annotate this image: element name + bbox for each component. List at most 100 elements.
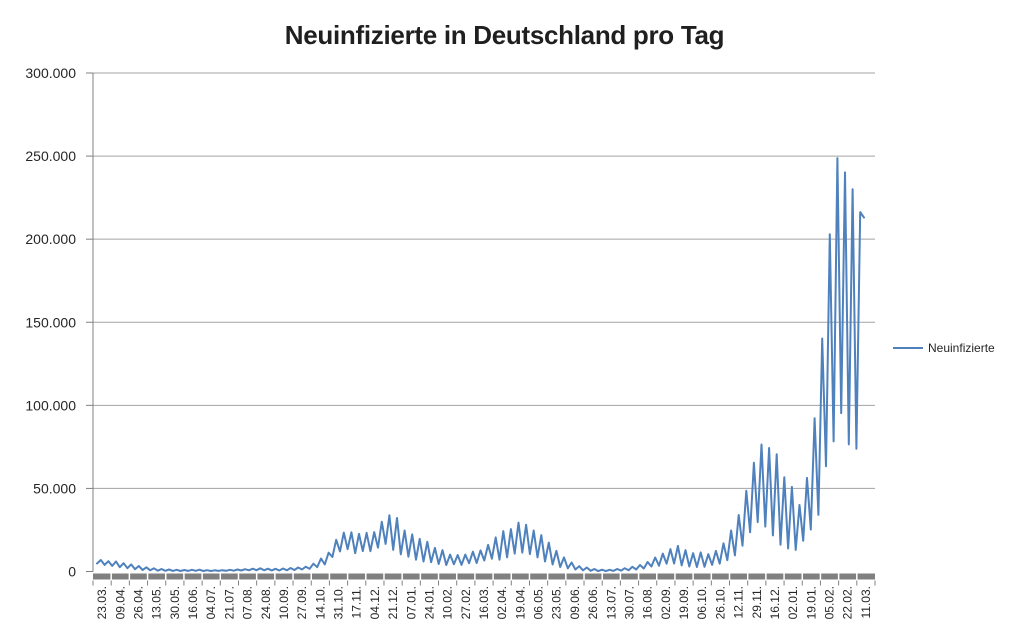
- x-axis-band-gap: [801, 573, 804, 580]
- x-axis-band-gap: [510, 573, 513, 580]
- x-tick-label: 06.10.: [695, 586, 709, 619]
- x-axis-band-gap: [219, 573, 222, 580]
- x-axis-band-gap: [565, 573, 567, 580]
- y-tick-label: 100.000: [25, 397, 76, 413]
- x-axis-band-gap: [474, 573, 476, 580]
- x-axis-band-gap: [583, 573, 585, 580]
- x-axis-band-gap: [292, 573, 294, 580]
- x-tick-label: 26.10.: [713, 586, 727, 619]
- x-axis-band-gap: [328, 573, 331, 580]
- x-axis-band-gap: [383, 573, 385, 580]
- x-tick-label: 19.01.: [804, 586, 818, 619]
- x-axis-band-gap: [728, 573, 731, 580]
- x-axis-band-gap: [237, 573, 240, 580]
- x-tick-label: 29.11.: [750, 586, 764, 618]
- x-tick-label: 27.09.: [295, 586, 309, 619]
- x-tick-label: 11.03.: [859, 586, 873, 618]
- x-tick-label: 16.03.: [477, 586, 491, 619]
- x-tick-label: 06.05.: [532, 586, 546, 619]
- x-tick-label: 23.05.: [550, 586, 564, 619]
- y-tick-label: 250.000: [25, 148, 76, 164]
- x-tick-label: 14.10.: [313, 586, 327, 619]
- x-tick-label: 24.08.: [259, 586, 273, 619]
- x-axis-band-gap: [146, 573, 149, 580]
- x-tick-label: 19.04.: [513, 586, 527, 619]
- x-tick-label: 07.01.: [404, 586, 418, 619]
- x-axis-band-gap: [346, 573, 349, 580]
- x-tick-label: 02.09.: [659, 586, 673, 619]
- x-tick-label: 13.07.: [604, 586, 618, 619]
- x-tick-label: 16.08.: [641, 586, 655, 619]
- x-tick-label: 26.04.: [132, 586, 146, 619]
- series-line-neuinfizierte[interactable]: [96, 157, 865, 573]
- x-axis-band-gap: [437, 573, 440, 580]
- y-tick-label: 200.000: [25, 231, 76, 247]
- x-axis-band-gap: [201, 573, 203, 580]
- x-axis-band-gap: [546, 573, 549, 580]
- x-tick-label: 27.02.: [459, 586, 473, 619]
- x-axis-band-gap: [255, 573, 258, 580]
- x-axis-band-gap: [365, 573, 367, 580]
- x-tick-label: 16.12.: [768, 586, 782, 619]
- x-tick-label: 21.12.: [386, 586, 400, 619]
- x-tick-label: 02.04.: [495, 586, 509, 619]
- legend[interactable]: Neuinfizierte: [893, 341, 995, 355]
- x-tick-label: 19.09.: [677, 586, 691, 619]
- x-axis-band-gap: [528, 573, 531, 580]
- x-tick-label: 17.11.: [350, 586, 364, 618]
- legend-label: Neuinfizierte: [928, 341, 995, 355]
- x-axis-band-gap: [183, 573, 185, 580]
- y-tick-label: 150.000: [25, 314, 76, 330]
- x-tick-label: 30.05.: [168, 586, 182, 619]
- x-axis-band-gap: [765, 573, 767, 580]
- x-tick-label: 23.03.: [95, 586, 109, 619]
- x-tick-label: 21.07.: [222, 586, 236, 619]
- x-tick-label: 07.08.: [241, 586, 255, 619]
- x-axis-band-gap: [274, 573, 276, 580]
- x-tick-label: 09.06.: [568, 586, 582, 619]
- x-tick-label: 12.11.: [732, 586, 746, 618]
- x-axis-band-gap: [837, 573, 840, 580]
- y-tick-label: 300.000: [25, 65, 76, 81]
- x-tick-label: 24.01.: [422, 586, 436, 619]
- x-tick-label: 31.10.: [332, 586, 346, 619]
- x-tick-label: 04.07.: [204, 586, 218, 619]
- x-tick-label: 10.02.: [441, 586, 455, 619]
- x-axis-band-gap: [601, 573, 603, 580]
- x-tick-label: 10.09.: [277, 586, 291, 619]
- x-axis-band-gap: [783, 573, 785, 580]
- x-axis-band-gap: [110, 573, 112, 580]
- x-axis-band-gap: [619, 573, 622, 580]
- x-tick-label: 13.05.: [150, 586, 164, 619]
- x-axis-band-gap: [692, 573, 694, 580]
- x-tick-label: 02.01.: [786, 586, 800, 619]
- x-axis-band-gap: [674, 573, 676, 580]
- x-tick-label: 04.12.: [368, 586, 382, 619]
- x-axis-band-gap: [164, 573, 167, 580]
- y-tick-label: 50.000: [33, 480, 76, 496]
- chart-title[interactable]: Neuinfizierte in Deutschland pro Tag: [284, 20, 725, 50]
- x-tick-label: 16.06.: [186, 586, 200, 619]
- x-axis-band-gap: [637, 573, 640, 580]
- x-axis-band-gap: [492, 573, 494, 580]
- x-tick-label: 09.04.: [113, 586, 127, 619]
- y-tick-label: 0: [68, 564, 76, 580]
- x-axis-band-gap: [710, 573, 713, 580]
- x-tick-label: 22.02.: [841, 586, 855, 619]
- x-axis-band-gap: [310, 573, 312, 580]
- x-axis-band-gap: [455, 573, 458, 580]
- x-axis-band-gap: [401, 573, 403, 580]
- x-axis-band-gap: [419, 573, 422, 580]
- x-axis-band-gap: [656, 573, 658, 580]
- x-axis-band-gap: [819, 573, 822, 580]
- x-tick-label: 05.02.: [823, 586, 837, 619]
- x-axis-band-gap: [856, 573, 858, 580]
- x-axis-band: [93, 573, 875, 580]
- x-tick-label: 30.07.: [623, 586, 637, 619]
- x-axis-band-gap: [128, 573, 131, 580]
- x-tick-label: 26.06.: [586, 586, 600, 619]
- legend-line-sample: [893, 347, 923, 349]
- x-axis-band-gap: [746, 573, 749, 580]
